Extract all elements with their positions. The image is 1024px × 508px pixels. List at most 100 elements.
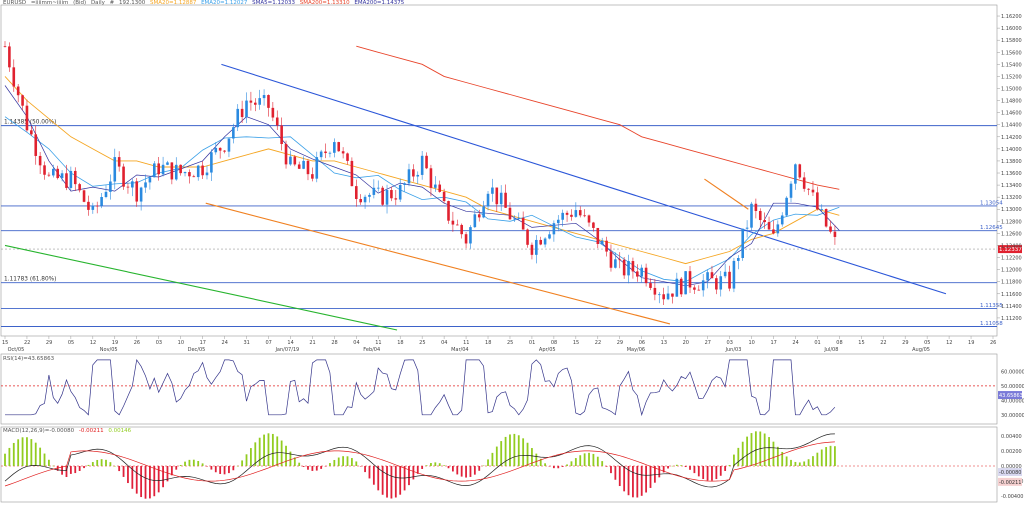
macd-histogram-bar xyxy=(491,452,494,466)
macd-histogram-bar xyxy=(118,466,121,472)
legend-ema200: EMA200=1.14375 xyxy=(354,0,405,6)
macd-histogram-bar xyxy=(263,434,265,466)
price-tick-label: 1.11400 xyxy=(1001,304,1022,310)
macd-histogram-bar xyxy=(592,453,595,466)
price-tick-label: 1.14000 xyxy=(1001,147,1022,153)
macd-histogram-bar xyxy=(311,466,314,471)
candle-body xyxy=(166,162,169,165)
price-tick-label: 1.12600 xyxy=(1001,231,1022,237)
time-tick-label: 05 xyxy=(924,340,930,346)
macd-histogram-bar xyxy=(473,466,476,475)
candle-body xyxy=(609,251,613,268)
time-tick-label: 24 xyxy=(222,340,228,346)
level-label: 1.13054 xyxy=(980,200,1003,206)
trendline-channel-bottom xyxy=(205,202,671,325)
macd-histogram-bar xyxy=(768,437,770,466)
macd-histogram-bar xyxy=(614,466,617,480)
price-tick-label: 1.15800 xyxy=(1001,38,1022,44)
macd-histogram-bar xyxy=(188,459,191,466)
macd-legend-hist: 0.00146 xyxy=(108,428,132,434)
price-tick-label: 1.12000 xyxy=(1001,268,1022,274)
candle-body xyxy=(469,227,472,244)
macd-histogram-bar xyxy=(535,453,538,466)
candle-body xyxy=(126,186,130,188)
macd-histogram-bar xyxy=(381,466,384,495)
macd-histogram-bar xyxy=(434,462,437,466)
time-tick-label: 22 xyxy=(595,340,601,346)
macd-histogram-bar xyxy=(552,466,555,469)
macd-legend-label: MACD(12,26,9)=-0.00080 xyxy=(3,428,75,434)
candle-body xyxy=(306,160,310,175)
macd-histogram-bar xyxy=(706,466,709,481)
candle-body xyxy=(245,100,248,118)
macd-histogram-bar xyxy=(149,466,151,499)
time-tick-label: 25 xyxy=(507,340,513,346)
price-tick-label: 1.14200 xyxy=(1001,135,1022,141)
candle-body xyxy=(91,205,95,210)
candle-body xyxy=(350,160,354,187)
macd-histogram-bar xyxy=(210,466,213,470)
candle-body xyxy=(640,267,644,277)
macd-histogram-bar xyxy=(258,437,261,466)
price-tick-label: 1.12200 xyxy=(1001,256,1022,262)
candle-body xyxy=(271,107,275,118)
candle-body xyxy=(43,165,46,175)
macd-histogram-bar xyxy=(500,441,503,466)
candle-body xyxy=(65,173,68,188)
candle-body xyxy=(552,223,556,235)
macd-histogram-bar xyxy=(658,466,661,478)
rsi-tick-label: 40.00000 xyxy=(1001,398,1024,404)
rsi-legend-label: RSI(14)=43.65863 xyxy=(3,356,55,362)
price-panel[interactable] xyxy=(0,4,998,337)
price-tick-label: 1.16000 xyxy=(1001,26,1022,32)
candle-body xyxy=(447,201,450,221)
macd-histogram-bar xyxy=(250,448,252,466)
macd-histogram-bar xyxy=(228,466,230,474)
price-tick-label: 1.14400 xyxy=(1001,123,1022,129)
macd-histogram-bar xyxy=(667,466,669,469)
macd-histogram-bar xyxy=(214,466,217,473)
time-axis: 15 22 29 05 12 19 26 03 10 17 24 31 07 14 21 28 04 11 18 25… xyxy=(2,336,996,353)
time-tick-label: 17 xyxy=(770,340,776,346)
macd-histogram-bar xyxy=(74,466,77,474)
candle-body xyxy=(833,231,837,237)
macd-histogram-bar xyxy=(144,466,147,499)
candle-body xyxy=(113,157,117,182)
macd-histogram-bar xyxy=(618,466,621,487)
macd-histogram-bar xyxy=(377,466,380,491)
candle-body xyxy=(381,187,384,205)
candle-body xyxy=(477,214,481,218)
time-month-label: Apr/05 xyxy=(539,347,556,353)
candle-body xyxy=(302,160,305,169)
macd-histogram-bar xyxy=(65,466,68,478)
macd-histogram-bar xyxy=(26,437,28,466)
macd-histogram-bar xyxy=(21,437,24,466)
macd-histogram-bar xyxy=(333,459,336,466)
macd-histogram-bar xyxy=(135,466,138,494)
candle-body xyxy=(416,174,420,177)
candle-body xyxy=(104,191,108,198)
time-month-label: May/06 xyxy=(627,347,645,353)
time-tick-label: 12 xyxy=(90,340,96,346)
time-month-label: Dec/05 xyxy=(188,347,206,353)
candle-body xyxy=(596,227,600,245)
macd-histogram-bar xyxy=(451,466,454,472)
time-tick-label: 22 xyxy=(24,340,30,346)
macd-histogram-bar xyxy=(56,466,59,471)
candle-body xyxy=(701,280,705,291)
legend-main-0: EURUSD xyxy=(3,0,27,6)
macd-histogram-bar xyxy=(653,466,656,483)
rsi-tick-label: 50.00000 xyxy=(1001,384,1024,390)
candle-body xyxy=(293,156,297,165)
price-tick-label: 1.13200 xyxy=(1001,195,1022,201)
macd-histogram-bar xyxy=(750,433,753,466)
macd-histogram-bar xyxy=(812,456,814,466)
candle-body xyxy=(789,183,793,198)
candle-body xyxy=(227,138,231,152)
macd-histogram-bar xyxy=(623,466,626,492)
candle-body xyxy=(688,271,692,288)
candle-body xyxy=(394,198,398,200)
candle-body xyxy=(750,203,753,228)
rsi-panel[interactable] xyxy=(0,353,998,425)
